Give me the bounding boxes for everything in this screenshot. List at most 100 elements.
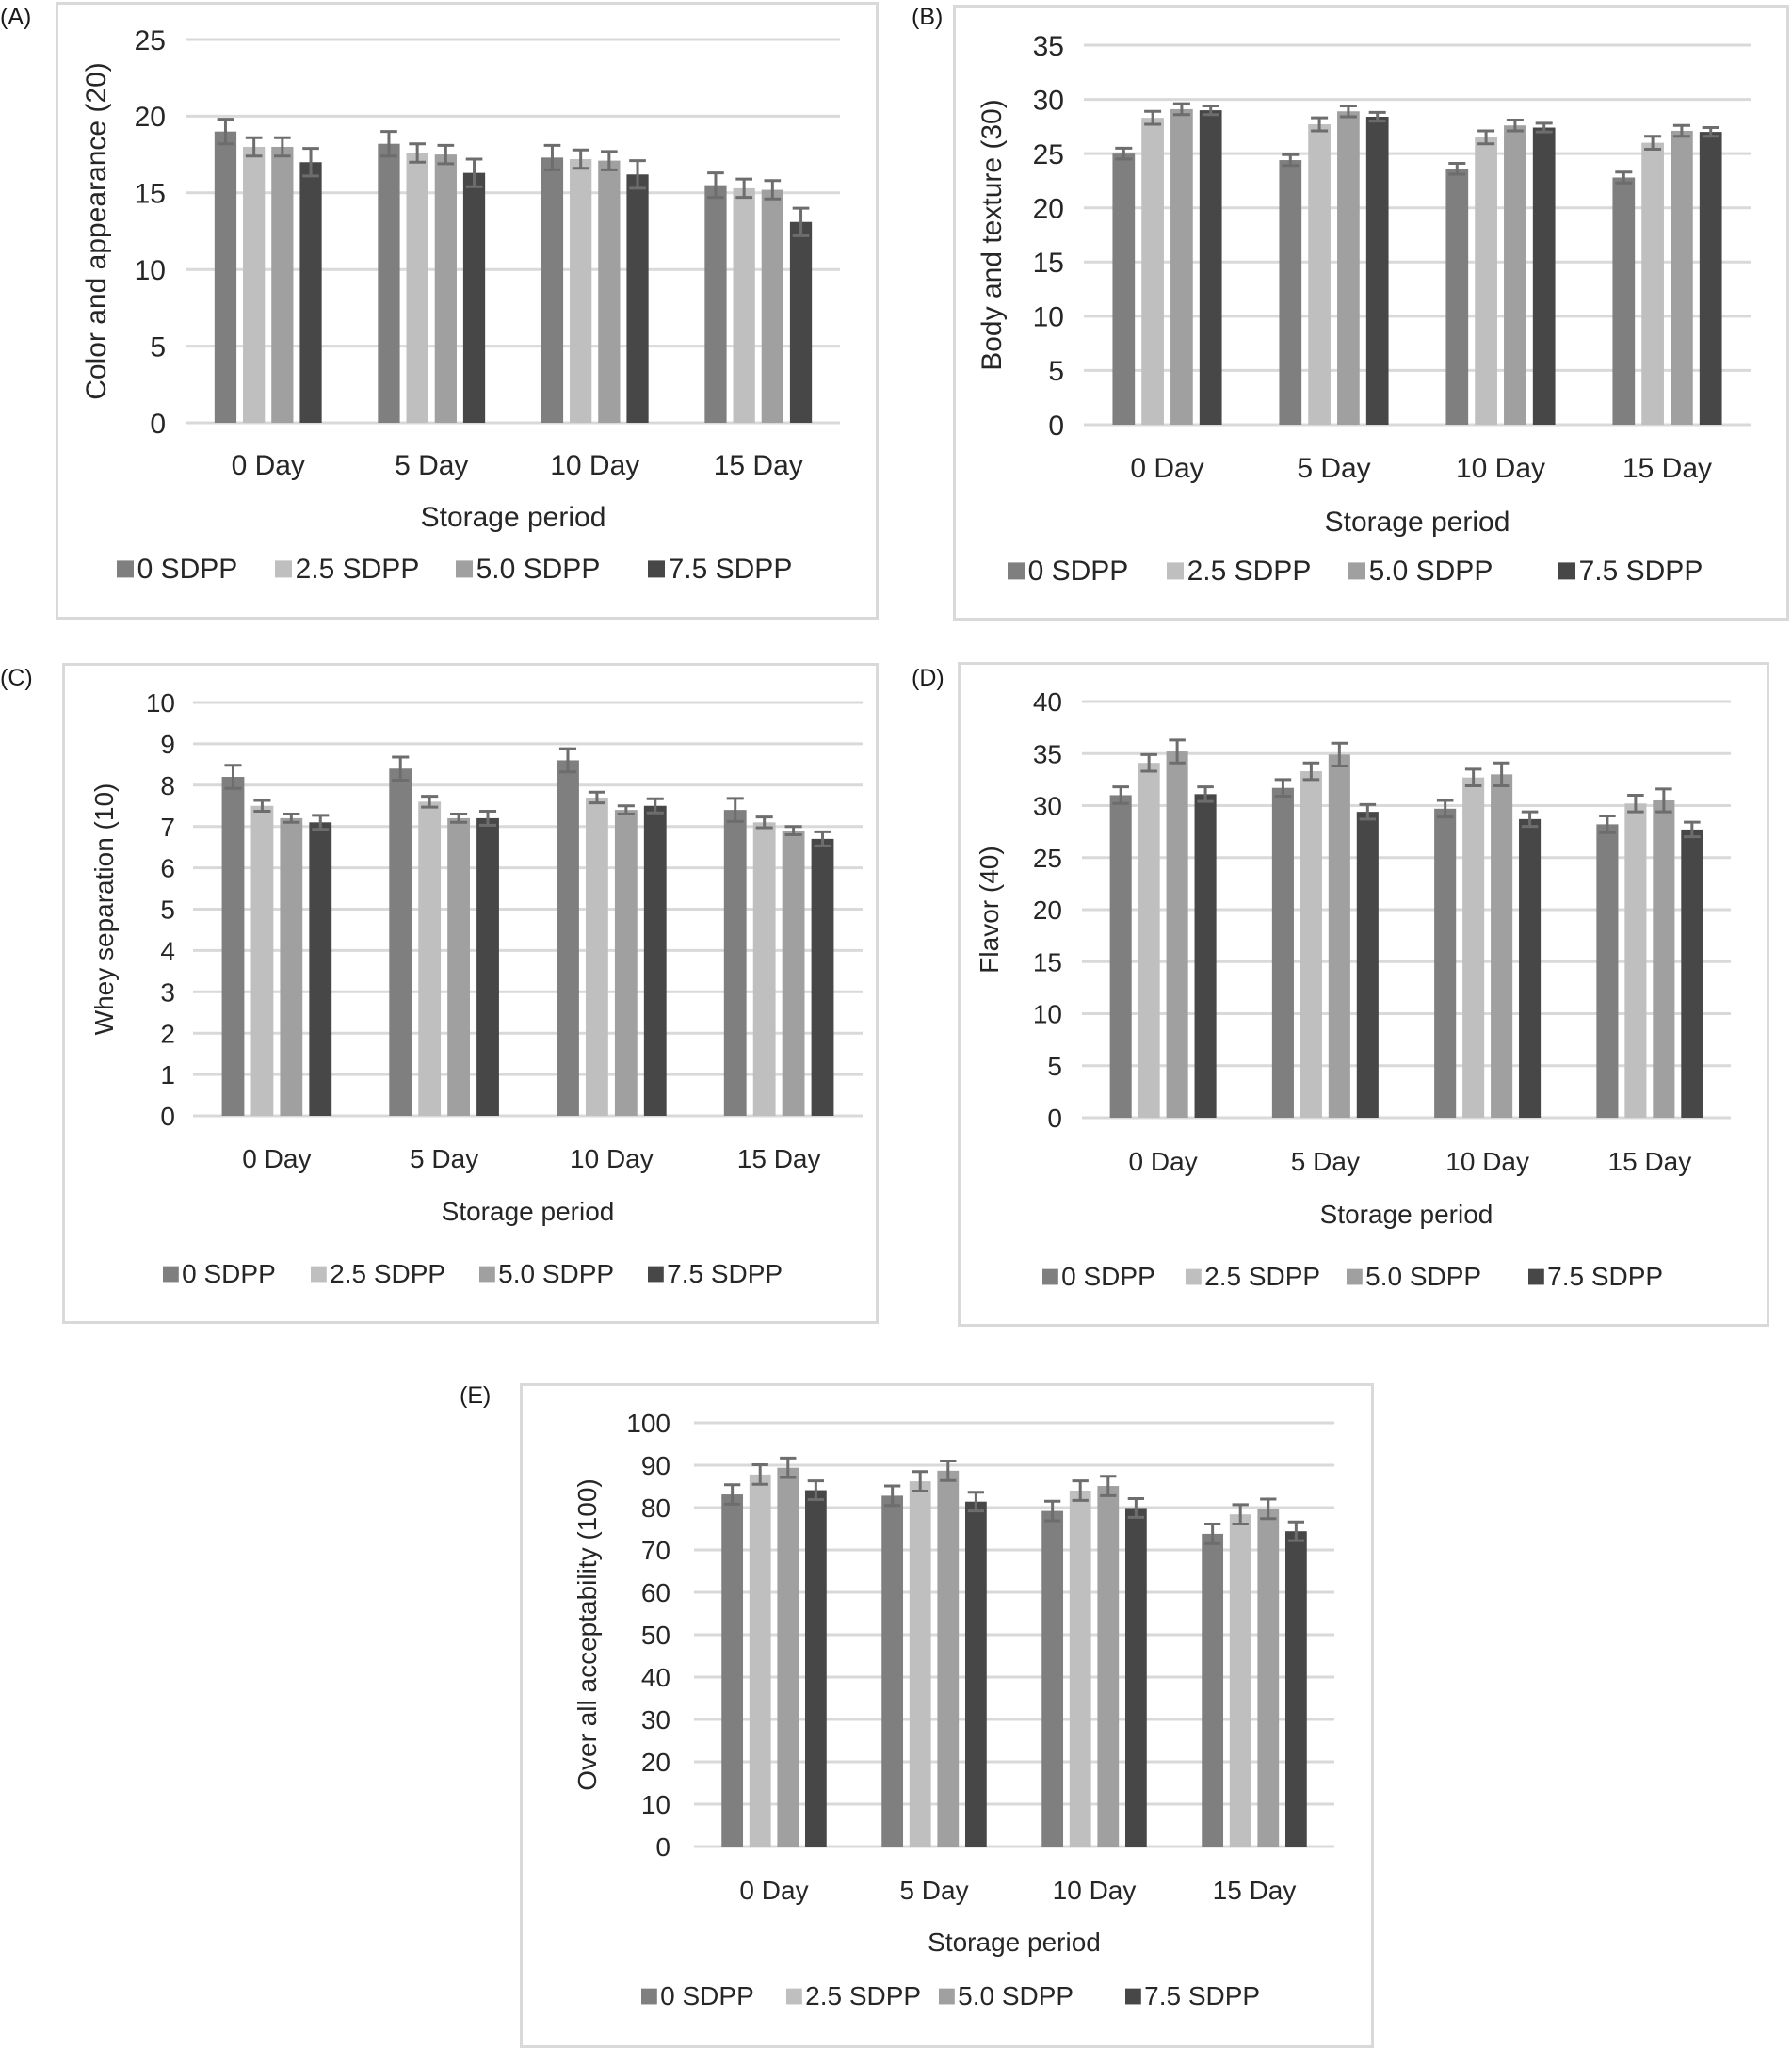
y-tick-label: 0 xyxy=(150,409,166,440)
x-category-label: 5 Day xyxy=(1297,453,1370,484)
error-bar xyxy=(1115,146,1133,161)
panel-label-a: (A) xyxy=(0,4,32,30)
error-bar xyxy=(1331,741,1348,768)
y-tick-label: 70 xyxy=(641,1536,670,1565)
bar-7_5-sdpp-0-day xyxy=(299,162,322,424)
error-bar xyxy=(465,157,483,188)
legend-label: 0 SDPP xyxy=(137,554,238,585)
error-bar xyxy=(217,118,234,146)
x-category-label: 0 Day xyxy=(1130,453,1203,484)
y-tick-label: 20 xyxy=(641,1748,670,1777)
bar-0-sdpp-0-day xyxy=(721,1494,744,1847)
error-bar xyxy=(224,764,242,790)
error-bar xyxy=(940,1460,957,1482)
bar-5_0-sdpp-15-day xyxy=(782,831,805,1116)
y-tick-label: 5 xyxy=(1048,356,1064,387)
bar-2_5-sdpp-0-day xyxy=(749,1474,771,1847)
error-bar xyxy=(807,1479,825,1501)
bar-5_0-sdpp-0-day xyxy=(280,817,303,1116)
bar-2_5-sdpp-0-day xyxy=(243,146,266,423)
legend-swatch xyxy=(641,1988,657,2005)
error-bar xyxy=(245,136,263,158)
error-bar xyxy=(967,1491,985,1513)
y-tick-label: 5 xyxy=(150,331,166,363)
bar-0-sdpp-10-day xyxy=(541,157,564,423)
error-bar xyxy=(1599,815,1616,834)
y-axis-title: Color and appearance (20) xyxy=(81,62,112,400)
y-tick-label: 25 xyxy=(135,25,166,56)
x-category-label: 15 Day xyxy=(714,450,803,481)
error-bar xyxy=(1521,810,1539,829)
bar-2_5-sdpp-15-day xyxy=(752,822,776,1116)
y-axis-title: Body and texture (30) xyxy=(977,99,1008,371)
legend-swatch xyxy=(311,1266,327,1283)
error-bar xyxy=(392,755,410,782)
bar-7_5-sdpp-10-day xyxy=(1124,1508,1147,1847)
error-bar xyxy=(1202,104,1219,117)
error-bar xyxy=(792,206,810,237)
y-axis-title: Over all acceptability (100) xyxy=(573,1478,602,1790)
legend: 0 SDPP 2.5 SDPP 5.0 SDPP 7.5 SDPP xyxy=(163,1259,783,1288)
y-tick-label: 40 xyxy=(1033,687,1062,717)
error-bar xyxy=(726,797,744,823)
error-bar xyxy=(1615,170,1633,185)
legend-label: 2.5 SDPP xyxy=(1187,556,1312,587)
x-category-label: 10 Day xyxy=(1456,453,1545,484)
bar-7_5-sdpp-15-day xyxy=(1284,1531,1307,1847)
legend-label: 7.5 SDPP xyxy=(669,554,793,585)
bar-0-sdpp-15-day xyxy=(723,810,747,1116)
x-category-label: 5 Day xyxy=(395,450,468,481)
x-category-label: 5 Day xyxy=(1291,1147,1360,1176)
legend-label: 0 SDPP xyxy=(1028,556,1129,587)
y-tick-label: 30 xyxy=(1033,792,1062,821)
bar-2_5-sdpp-10-day xyxy=(1475,137,1497,425)
error-bar xyxy=(751,1463,768,1486)
bar-0-sdpp-15-day xyxy=(1202,1533,1224,1847)
legend-label: 0 SDPP xyxy=(1061,1262,1155,1291)
legend: 0 SDPP 2.5 SDPP 5.0 SDPP 7.5 SDPP xyxy=(117,554,792,585)
legend: 0 SDPP 2.5 SDPP 5.0 SDPP 7.5 SDPP xyxy=(1008,556,1703,587)
bar-5_0-sdpp-10-day xyxy=(1504,125,1526,425)
y-tick-label: 1 xyxy=(160,1060,175,1089)
legend-swatch xyxy=(1347,1268,1363,1285)
legend: 0 SDPP 2.5 SDPP 5.0 SDPP 7.5 SDPP xyxy=(641,1981,1260,2010)
bar-5_0-sdpp-15-day xyxy=(761,189,783,423)
error-bar xyxy=(1436,799,1454,819)
x-category-label: 0 Day xyxy=(1129,1147,1198,1176)
error-bar xyxy=(1302,761,1320,782)
bar-0-sdpp-10-day xyxy=(1434,808,1457,1118)
legend-swatch xyxy=(1125,1988,1141,2005)
legend-label: 7.5 SDPP xyxy=(667,1259,783,1288)
bar-0-sdpp-15-day xyxy=(704,185,727,423)
bar-0-sdpp-15-day xyxy=(1596,824,1619,1118)
legend-label: 2.5 SDPP xyxy=(330,1259,445,1288)
bar-5_0-sdpp-0-day xyxy=(1166,751,1188,1118)
bar-5_0-sdpp-10-day xyxy=(598,160,621,423)
x-category-label: 10 Day xyxy=(570,1144,654,1173)
bar-7_5-sdpp-10-day xyxy=(1519,818,1542,1118)
error-bar xyxy=(755,815,773,830)
legend-swatch xyxy=(275,560,292,578)
x-category-label: 5 Day xyxy=(899,1876,968,1905)
error-bar xyxy=(883,1484,901,1508)
legend-label: 5.0 SDPP xyxy=(1369,556,1493,587)
bar-2_5-sdpp-15-day xyxy=(1641,142,1664,425)
error-bar xyxy=(1672,123,1690,138)
chart-d: 0 5 10 15 20 25 30 35 40 0 Day 5 Day 10 Day 15 Day St… xyxy=(975,687,1731,1291)
y-tick-label: 8 xyxy=(160,771,175,800)
bar-7_5-sdpp-10-day xyxy=(626,174,649,423)
error-bar xyxy=(1274,778,1292,799)
bar-2_5-sdpp-0-day xyxy=(1138,763,1160,1118)
error-bar xyxy=(601,150,618,171)
legend-swatch xyxy=(1348,562,1365,580)
y-tick-label: 9 xyxy=(160,730,175,759)
y-tick-label: 2 xyxy=(160,1019,175,1048)
error-bar xyxy=(543,143,561,171)
chart-c: 0 1 2 3 4 5 6 7 8 9 10 0 Day 5 Day 10 Day 15 Day Storag… xyxy=(89,688,863,1288)
bar-5_0-sdpp-5-day xyxy=(1337,111,1360,425)
legend: 0 SDPP 2.5 SDPP 5.0 SDPP 7.5 SDPP xyxy=(1042,1262,1663,1291)
y-tick-label: 50 xyxy=(641,1621,670,1650)
bar-7_5-sdpp-15-day xyxy=(789,221,813,423)
error-bar xyxy=(1359,802,1377,821)
error-bar xyxy=(1072,1479,1089,1502)
